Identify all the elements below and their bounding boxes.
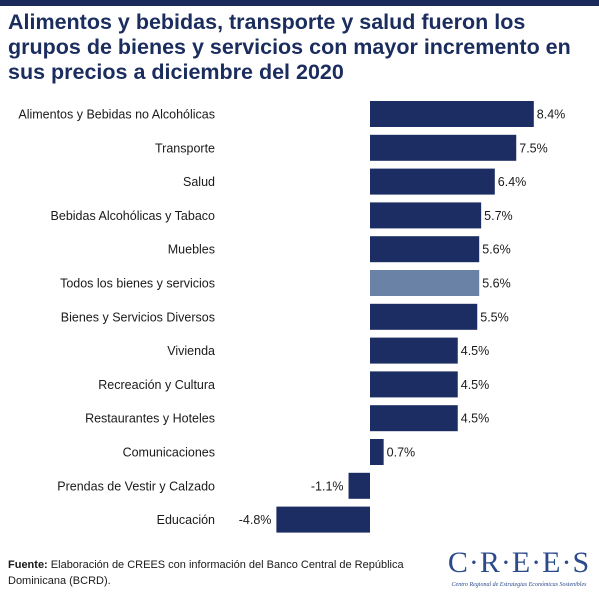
logo-subtitle: Centro Regional de Estrategias Económica… [451, 582, 587, 588]
source-note: Fuente: Elaboración de CREES con informa… [8, 557, 428, 589]
category-label: Educación [157, 513, 215, 527]
bar [370, 303, 478, 330]
value-label: 8.4% [537, 108, 566, 122]
category-label: Muebles [168, 243, 215, 257]
value-label: 5.6% [482, 243, 511, 257]
bar [370, 134, 517, 161]
category-label: Bebidas Alcohólicas y Tabaco [51, 209, 216, 223]
top-accent-bar [0, 0, 599, 6]
value-label: -4.8% [239, 513, 272, 527]
logo-wordmark: C·R·E·E·S [447, 546, 591, 579]
chart-title: Alimentos y bebidas, transporte y salud … [8, 10, 571, 84]
value-label: 5.6% [482, 277, 511, 291]
category-label: Recreación y Cultura [98, 378, 215, 392]
value-label: 5.7% [484, 209, 513, 223]
bar [276, 506, 370, 533]
category-label: Comunicaciones [123, 446, 215, 460]
category-label: Transporte [155, 141, 215, 155]
value-label: 4.5% [461, 344, 490, 358]
bar [370, 439, 384, 465]
category-label: Vivienda [167, 344, 215, 358]
bar-chart: Alimentos y Bebidas no Alcohólicas 8.4% Tr… [18, 101, 566, 533]
category-label: Restaurantes y Hoteles [85, 412, 215, 426]
category-label: Alimentos y Bebidas no Alcohólicas [18, 108, 215, 122]
bar [370, 168, 495, 195]
bar [370, 371, 458, 398]
value-label: 7.5% [519, 141, 548, 155]
bar [370, 236, 480, 263]
value-label: -1.1% [311, 479, 344, 493]
source-label: Fuente: [8, 559, 48, 571]
value-label: 4.5% [461, 412, 490, 426]
bar [370, 202, 482, 229]
bar [370, 337, 458, 364]
category-label: Todos los bienes y servicios [60, 277, 215, 291]
value-label: 0.7% [387, 446, 416, 460]
value-label: 4.5% [461, 378, 490, 392]
bar [370, 270, 480, 296]
value-label: 6.4% [498, 175, 527, 189]
bar [348, 472, 370, 499]
value-label: 5.5% [480, 310, 509, 324]
category-label: Salud [183, 175, 215, 189]
source-text: Elaboración de CREES con información del… [8, 559, 404, 587]
category-label: Prendas de Vestir y Calzado [57, 479, 215, 493]
bar [370, 405, 458, 432]
category-label: Bienes y Servicios Diversos [61, 310, 215, 324]
bar [370, 101, 534, 127]
crees-logo: C·R·E·E·S Centro Regional de Estrategias… [444, 546, 594, 594]
